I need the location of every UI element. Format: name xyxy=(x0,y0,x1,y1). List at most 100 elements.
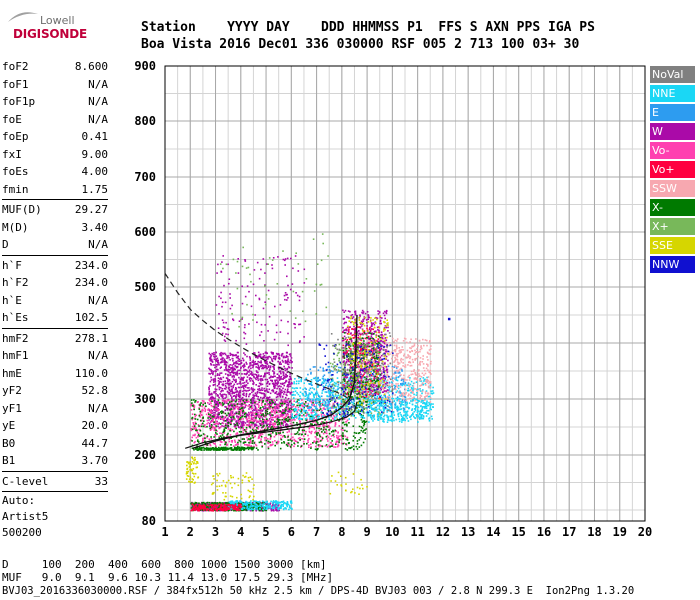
echo-point xyxy=(413,396,415,398)
echo-point xyxy=(317,399,319,401)
echo-point xyxy=(408,393,410,395)
echo-point xyxy=(234,426,236,429)
echo-point xyxy=(281,412,284,414)
echo-point xyxy=(220,381,222,383)
echo-point xyxy=(268,442,270,444)
echo-point xyxy=(265,400,268,402)
echo-point xyxy=(394,364,396,367)
echo-point xyxy=(281,402,284,405)
echo-point xyxy=(240,367,242,370)
x-tick-label: 6 xyxy=(288,525,295,539)
echo-point xyxy=(421,407,424,409)
lowell-digisonde-logo: Lowell DIGISONDE xyxy=(6,6,87,46)
echo-point xyxy=(276,418,279,420)
echo-point xyxy=(228,440,231,443)
echo-point xyxy=(202,409,204,412)
echo-point xyxy=(315,416,317,418)
echo-point xyxy=(229,412,231,415)
echo-point xyxy=(303,443,305,445)
echo-point xyxy=(221,394,223,396)
echo-point xyxy=(396,410,399,412)
echo-point xyxy=(278,368,280,370)
echo-point xyxy=(283,390,285,393)
echo-point xyxy=(191,417,193,420)
echo-point xyxy=(258,354,260,356)
echo-point xyxy=(292,405,295,408)
echo-point xyxy=(257,416,260,418)
echo-point xyxy=(326,391,328,393)
echo-point xyxy=(251,440,254,442)
echo-point xyxy=(399,394,402,397)
echo-point xyxy=(257,396,260,398)
echo-point xyxy=(257,411,260,414)
echo-point xyxy=(360,339,362,341)
echo-point xyxy=(235,403,237,406)
echo-point xyxy=(410,364,413,367)
echo-point xyxy=(388,396,390,399)
echo-point xyxy=(402,378,404,381)
echo-point xyxy=(378,390,381,393)
echo-point xyxy=(285,373,287,376)
echo-point xyxy=(358,377,361,380)
echo-point xyxy=(393,366,396,368)
echo-point xyxy=(200,414,203,416)
echo-point xyxy=(300,380,302,383)
echo-point xyxy=(361,348,364,350)
echo-point xyxy=(291,387,294,389)
echo-point xyxy=(378,399,381,402)
echo-point xyxy=(266,419,269,422)
echo-point xyxy=(318,401,321,403)
echo-point xyxy=(238,372,240,375)
echo-point xyxy=(343,442,345,444)
echo-point xyxy=(409,356,412,358)
echo-point xyxy=(384,387,387,389)
echo-point xyxy=(361,356,364,359)
echo-point xyxy=(282,417,285,420)
param-row: foF1p N/A xyxy=(2,93,108,111)
echo-point xyxy=(284,362,287,364)
echo-point xyxy=(269,356,272,359)
echo-point xyxy=(249,380,252,382)
echo-point xyxy=(415,374,418,376)
echo-point xyxy=(315,442,317,444)
echo-point xyxy=(281,418,284,421)
echo-point xyxy=(388,389,390,392)
echo-point xyxy=(255,415,258,417)
echo-point xyxy=(397,387,400,390)
echo-point xyxy=(263,393,265,395)
echo-point xyxy=(324,404,327,407)
param-name: D xyxy=(2,238,9,251)
echo-point xyxy=(401,346,404,348)
echo-point xyxy=(314,394,316,396)
echo-point xyxy=(287,439,289,441)
echo-point xyxy=(327,409,329,411)
echo-point xyxy=(226,400,228,402)
echo-point xyxy=(410,370,413,373)
echo-point xyxy=(280,428,282,430)
echo-point xyxy=(327,366,330,368)
echo-point xyxy=(289,407,291,409)
echo-point xyxy=(283,442,286,444)
echo-point xyxy=(409,383,412,386)
echo-point xyxy=(328,444,330,447)
echo-point xyxy=(250,387,253,389)
echo-point xyxy=(345,409,347,412)
echo-point xyxy=(285,415,288,417)
echo-point xyxy=(236,351,239,354)
echo-point xyxy=(417,406,420,409)
echo-point xyxy=(204,424,206,426)
echo-point xyxy=(213,392,215,394)
echo-point xyxy=(273,385,276,388)
echo-point xyxy=(245,361,247,364)
echo-point xyxy=(266,401,268,403)
echo-point xyxy=(431,390,434,392)
echo-point xyxy=(227,426,229,428)
echo-point xyxy=(322,429,325,431)
echo-point xyxy=(259,355,262,358)
echo-point xyxy=(285,393,287,396)
echo-point xyxy=(244,441,247,443)
param-name: hmE xyxy=(2,366,22,380)
echo-point xyxy=(305,419,307,422)
echo-point xyxy=(405,415,407,418)
echo-point xyxy=(278,387,281,390)
